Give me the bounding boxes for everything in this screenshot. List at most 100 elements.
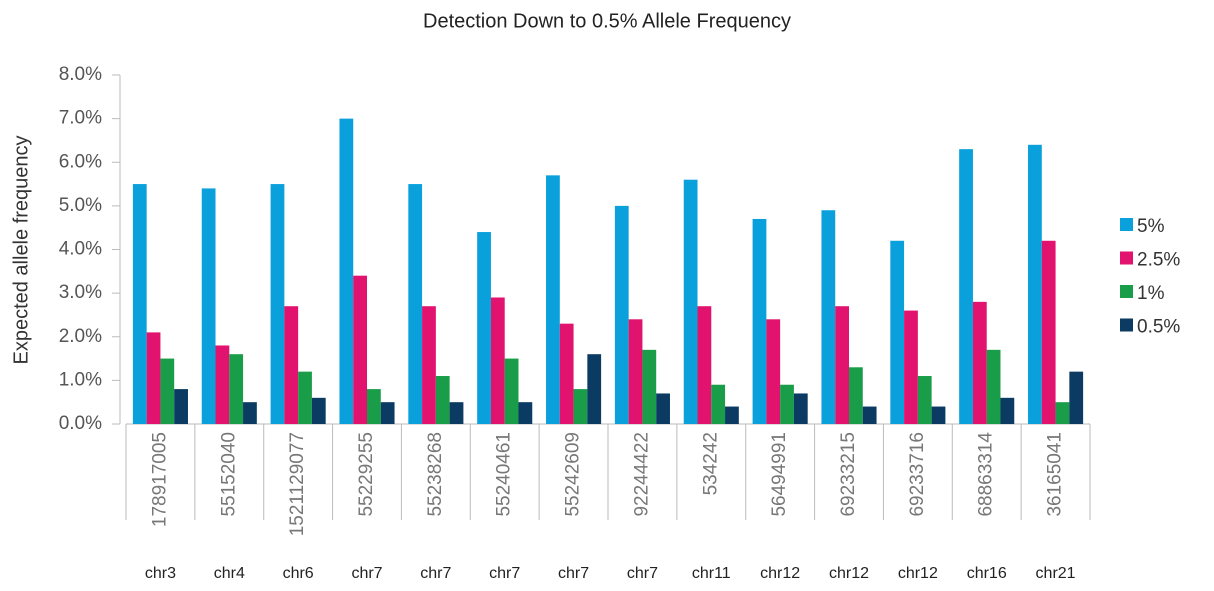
bar: [835, 306, 849, 424]
y-tick-label: 7.0%: [59, 108, 102, 129]
y-tick-label: 2.0%: [59, 326, 102, 347]
bar: [766, 319, 781, 424]
bar: [752, 218, 767, 424]
x-tick-label: 55152040: [218, 432, 239, 517]
legend-label: 0.5%: [1137, 317, 1180, 338]
chart-title: Detection Down to 0.5% Allele Frequency: [423, 10, 791, 32]
bar: [132, 184, 147, 424]
bar: [339, 118, 354, 424]
bar: [793, 393, 808, 424]
y-axis-label: Expected allele frequency: [10, 135, 32, 364]
bar: [146, 332, 161, 424]
bar: [174, 389, 188, 424]
legend-swatch: [1120, 285, 1133, 298]
legend-label: 5%: [1137, 216, 1165, 237]
bar: [959, 149, 973, 424]
y-tick-label: 0.0%: [59, 413, 102, 434]
bar: [422, 306, 436, 424]
bar: [683, 179, 698, 424]
x-group-label: chr6: [283, 565, 314, 582]
bar: [160, 358, 175, 424]
bar: [628, 319, 643, 424]
x-tick-label: 55229255: [356, 432, 377, 517]
bar: [490, 297, 505, 424]
bar: [353, 275, 367, 424]
x-tick-label: 1521129077: [287, 432, 308, 536]
x-group-label: chr21: [1036, 565, 1076, 582]
x-group-label: chr12: [829, 565, 869, 582]
bar: [449, 402, 464, 424]
bar: [986, 349, 1001, 424]
bar: [725, 406, 739, 424]
bar: [642, 349, 657, 424]
bar: [435, 376, 450, 424]
bar: [298, 371, 312, 424]
bar: [780, 384, 794, 424]
x-group-label: chr7: [489, 565, 520, 582]
y-tick-label: 6.0%: [59, 151, 102, 172]
x-group-label: chr4: [214, 565, 245, 582]
bar: [559, 323, 574, 424]
bar: [890, 240, 905, 424]
bar: [201, 188, 216, 424]
bar: [573, 389, 588, 424]
x-group-label: chr16: [967, 565, 1007, 582]
y-tick-label: 5.0%: [59, 195, 102, 216]
x-tick-label: 55240461: [494, 432, 515, 517]
bar: [270, 184, 285, 424]
x-group-label: chr3: [145, 565, 176, 582]
bar: [367, 389, 381, 424]
bar: [1069, 371, 1084, 424]
x-tick-label: 55242609: [563, 432, 584, 517]
bar: [931, 406, 946, 424]
legend-swatch: [1120, 318, 1133, 332]
bar: [518, 402, 533, 424]
bar: [972, 301, 987, 424]
x-tick-label: 178917005: [149, 432, 170, 527]
bar: [229, 354, 244, 424]
bar: [1028, 144, 1042, 425]
bar: [1055, 402, 1070, 424]
bar: [284, 306, 299, 424]
x-group-label: chr7: [627, 565, 658, 582]
bar: [821, 210, 836, 424]
x-group-label: chr12: [898, 565, 938, 582]
y-tick-label: 8.0%: [59, 64, 102, 85]
bar: [587, 354, 602, 424]
bar: [380, 402, 395, 424]
bar: [904, 310, 918, 424]
bar: [711, 384, 726, 424]
x-tick-label: 55238268: [425, 432, 446, 517]
x-tick-label: 92244422: [631, 432, 652, 517]
legend-swatch: [1120, 251, 1133, 265]
bar: [408, 184, 423, 424]
bar: [697, 306, 712, 424]
bar: [504, 358, 519, 424]
legend-swatch: [1120, 218, 1133, 231]
bar: [862, 406, 877, 424]
bar: [243, 402, 257, 424]
x-tick-label: 36165041: [1045, 432, 1066, 517]
bar: [917, 376, 932, 424]
x-tick-label: 534242: [700, 432, 721, 495]
x-tick-label: 69233215: [838, 432, 859, 517]
bar: [215, 345, 230, 424]
y-tick-label: 4.0%: [59, 239, 102, 260]
bar: [311, 397, 326, 424]
legend-label: 2.5%: [1137, 250, 1180, 271]
x-group-label: chr7: [420, 565, 451, 582]
bar: [546, 175, 560, 424]
y-tick-label: 3.0%: [59, 282, 102, 303]
x-tick-label: 69233716: [907, 432, 928, 517]
bar: [614, 205, 629, 424]
bar: [1000, 397, 1015, 424]
bar: [1041, 240, 1056, 424]
legend-label: 1%: [1137, 283, 1165, 304]
x-group-label: chr7: [351, 565, 382, 582]
bar: [477, 232, 491, 424]
x-tick-label: 68863314: [976, 432, 997, 517]
bar: [656, 393, 670, 424]
x-group-label: chr12: [760, 565, 800, 582]
x-group-label: chr7: [558, 565, 589, 582]
